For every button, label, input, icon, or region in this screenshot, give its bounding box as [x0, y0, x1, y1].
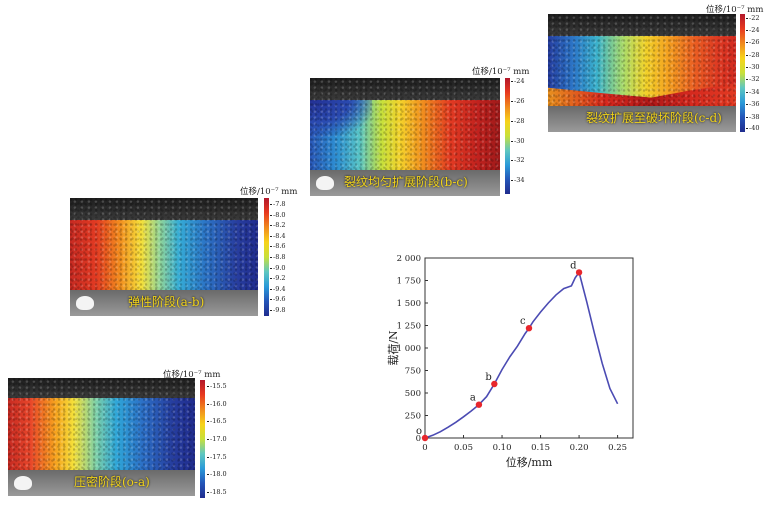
y-axis-label: 载荷/N — [387, 330, 400, 366]
x-tick-label: 0.05 — [454, 443, 473, 453]
colorbar — [505, 78, 510, 194]
colorbar-title: 位移/10⁻⁷ mm — [706, 5, 764, 15]
specimen-image-uniform-crack: 裂纹均匀扩展阶段(b-c) — [310, 78, 500, 196]
panel-caption: 压密阶段(o-a) — [74, 475, 150, 489]
colorbar-title: 位移/10⁻⁷ mm — [240, 187, 298, 197]
x-axis-label: 位移/mm — [506, 455, 553, 469]
x-tick-label: 0.25 — [608, 443, 627, 453]
stage-point-b — [491, 380, 498, 388]
stage-point-c — [525, 325, 533, 332]
stage-point-a — [475, 401, 483, 408]
colorbar — [264, 198, 269, 316]
y-tick-label: 500 — [405, 389, 421, 399]
stage-point-label: d — [570, 260, 577, 271]
x-tick-label: 0.20 — [570, 443, 589, 453]
x-tick-label: 0.10 — [493, 443, 512, 453]
load-displacement-curve — [424, 270, 619, 439]
colorbar — [740, 14, 745, 132]
stage-point-label: o — [416, 426, 422, 437]
panel-caption: 裂纹扩展至破坏阶段(c-d) — [586, 111, 722, 125]
fixture-shape — [76, 296, 94, 310]
y-tick-label: 0 — [416, 434, 421, 444]
y-tick-label: 750 — [405, 367, 421, 377]
x-tick-label: 0.15 — [531, 443, 550, 453]
y-tick-label: 1 000 — [397, 344, 421, 354]
stage-point-label: a — [470, 393, 476, 404]
load-displacement-chart: 0 250 500 750 1 000 1 250 1 500 1 750 2 000 0 0.05… — [387, 254, 634, 469]
y-tick-label: 1 750 — [397, 277, 421, 287]
y-tick-label: 2 000 — [397, 254, 421, 264]
y-tick-label: 1 250 — [397, 322, 421, 332]
specimen-image-crack-to-failure: 裂纹扩展至破坏阶段(c-d) — [548, 14, 736, 132]
specimen-image-compaction: 压密阶段(o-a) — [8, 378, 195, 496]
stage-point-o — [421, 434, 429, 442]
stage-point-label: b — [485, 372, 491, 383]
x-tick-label: 0 — [422, 443, 427, 453]
colorbar-title: 位移/10⁻⁷ mm — [472, 67, 530, 77]
panel-caption: 弹性阶段(a-b) — [128, 295, 205, 309]
colorbar-title: 位移/10⁻⁷ mm — [163, 370, 221, 380]
y-tick-label: 1 500 — [397, 299, 421, 309]
specimen-image-elastic: 弹性阶段(a-b) — [70, 198, 258, 316]
colorbar — [200, 380, 205, 498]
plot-area — [424, 257, 634, 439]
panel-caption: 裂纹均匀扩展阶段(b-c) — [344, 175, 468, 189]
stage-point-label: c — [520, 316, 526, 327]
fixture-shape — [14, 476, 32, 490]
fixture-shape — [316, 176, 334, 190]
y-tick-label: 250 — [405, 412, 421, 422]
stage-point-d — [575, 269, 583, 276]
